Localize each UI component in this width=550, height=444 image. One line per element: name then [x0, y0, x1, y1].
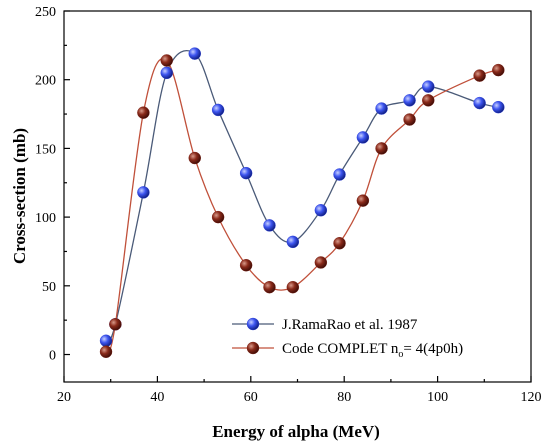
legend-label: Code COMPLET no= 4(4p0h) [282, 341, 463, 360]
series-ramarao-point [492, 100, 505, 114]
series-complet-point [263, 280, 276, 294]
series-complet-point [473, 69, 486, 82]
series-complet-point [239, 259, 253, 272]
series-ramarao-point [356, 131, 370, 144]
series-ramarao-point [314, 204, 328, 217]
x-tick-label: 80 [337, 390, 351, 405]
x-tick-label: 120 [521, 390, 542, 405]
x-tick-label: 100 [427, 390, 448, 405]
series-complet-point [160, 54, 173, 67]
y-axis-title: Cross-section (mb) [10, 128, 29, 264]
y-tick-label: 250 [35, 5, 56, 20]
series-ramarao-point [188, 47, 201, 60]
series-complet-point [375, 142, 388, 155]
series-complet-point [403, 113, 416, 126]
series-complet-point [286, 280, 300, 294]
series-ramarao-point [137, 186, 150, 199]
legend: J.RamaRao et al. 1987 Code COMPLET no= 4(… [232, 317, 463, 360]
series-ramarao-point [211, 103, 225, 117]
series-ramarao-point [422, 80, 435, 93]
y-tick-label: 50 [42, 280, 56, 295]
series-complet-line [105, 58, 499, 353]
series-ramarao-point [99, 334, 113, 347]
y-tick-label: 0 [49, 349, 56, 364]
x-tick-label: 20 [57, 390, 71, 405]
series-ramarao-point [263, 219, 276, 232]
series-ramarao-point [333, 168, 346, 181]
series-ramarao-point [473, 96, 486, 110]
y-tick-label: 100 [35, 211, 56, 226]
series-complet-point [492, 63, 505, 77]
legend-label: J.RamaRao et al. 1987 [282, 317, 418, 333]
series-complet-point [314, 256, 328, 269]
series-ramarao-point [375, 102, 388, 115]
series-complet-point [333, 237, 346, 250]
series-complet-point [356, 194, 370, 207]
plot-area: 20 40 60 80 100 120 0 50 100 150 200 250 [35, 5, 542, 405]
y-tick-label: 200 [35, 74, 56, 89]
series-complet-point [188, 151, 201, 165]
series-ramarao-point [239, 166, 253, 180]
series-ramarao-point [160, 66, 173, 80]
series-complet-point [99, 345, 113, 358]
x-tick-label: 60 [244, 390, 258, 405]
legend-marker [246, 317, 260, 331]
series-ramarao-point [403, 94, 416, 107]
legend-marker [246, 341, 260, 355]
series-complet-point [211, 210, 225, 224]
x-axis-title: Energy of alpha (MeV) [212, 422, 380, 441]
series-complet-point [109, 318, 122, 331]
series-complet-point [137, 106, 150, 119]
x-tick-label: 40 [150, 390, 164, 405]
series-ramarao-point [286, 235, 300, 249]
series-complet-point [422, 94, 435, 107]
y-tick-label: 150 [35, 142, 56, 157]
